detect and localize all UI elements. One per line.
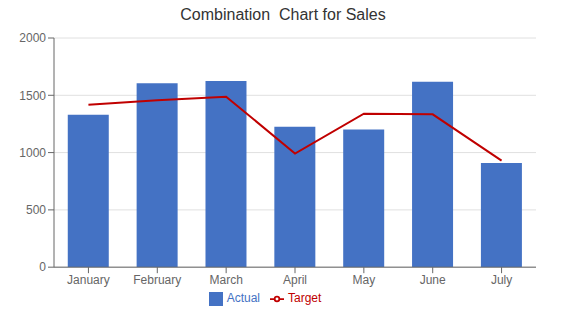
svg-text:February: February xyxy=(133,273,181,287)
svg-text:January: January xyxy=(67,273,110,287)
svg-text:0: 0 xyxy=(39,260,46,274)
svg-text:May: May xyxy=(353,273,376,287)
html-text:Target: Target xyxy=(288,291,322,306)
svg-text:2000: 2000 xyxy=(19,31,46,45)
html-text:Actual: Actual xyxy=(226,291,260,306)
svg-text:1500: 1500 xyxy=(19,89,46,103)
svg-text:March: March xyxy=(209,273,242,287)
svg-text:July: July xyxy=(491,273,512,287)
svg-text:April: April xyxy=(283,273,307,287)
html-text:Combination Chart for Sales: Combination Chart for Sales xyxy=(180,6,386,23)
svg-text:June: June xyxy=(420,273,446,287)
svg-text:1000: 1000 xyxy=(19,146,46,160)
svg-text:500: 500 xyxy=(26,203,46,217)
